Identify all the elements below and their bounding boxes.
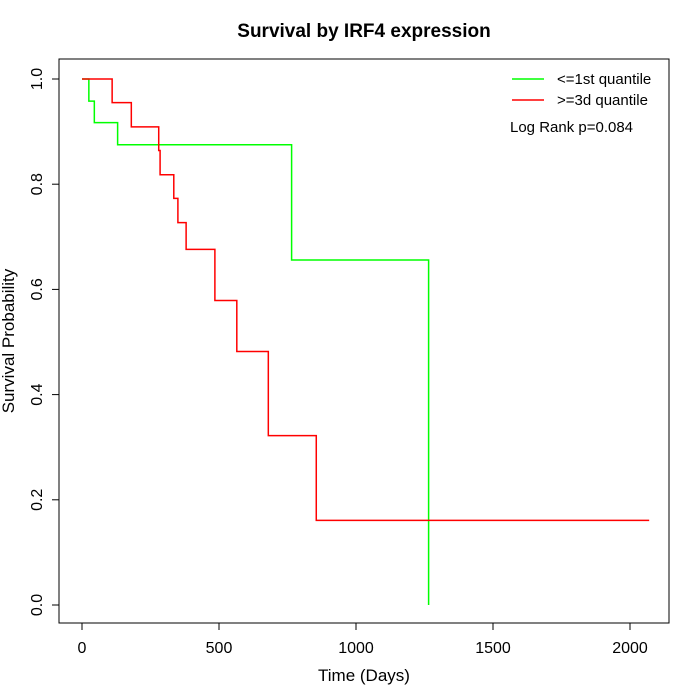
y-tick-label: 0.6 [29, 278, 46, 300]
y-tick-label: 0.4 [29, 383, 46, 405]
x-tick-label: 0 [78, 640, 87, 657]
x-tick-label: 1000 [338, 640, 374, 657]
y-axis-label: Survival Probability [0, 268, 18, 413]
y-tick-label: 0.8 [29, 173, 46, 195]
y-tick-label: 0.0 [29, 594, 46, 616]
legend-label: <=1st quantile [557, 71, 651, 88]
y-tick-label: 1.0 [29, 68, 46, 90]
chart-title: Survival by IRF4 expression [237, 21, 490, 42]
x-tick-label: 1500 [475, 640, 511, 657]
y-tick-label: 0.2 [29, 489, 46, 511]
x-axis-label: Time (Days) [318, 666, 410, 685]
legend-label: >=3d quantile [557, 92, 648, 109]
y-axis: 0.0 0.2 0.4 0.6 0.8 1.0 [29, 68, 59, 616]
series-line-1 [82, 78, 650, 522]
legend: <=1st quantile >=3d quantile [512, 71, 651, 109]
x-axis: 0 500 1000 1500 2000 [78, 623, 648, 657]
x-tick-label: 2000 [612, 640, 648, 657]
x-tick-label: 500 [206, 640, 233, 657]
series-line-0 [82, 78, 430, 605]
plot-frame [58, 58, 670, 624]
series-layer [82, 78, 650, 605]
log-rank-annotation: Log Rank p=0.084 [510, 119, 633, 136]
